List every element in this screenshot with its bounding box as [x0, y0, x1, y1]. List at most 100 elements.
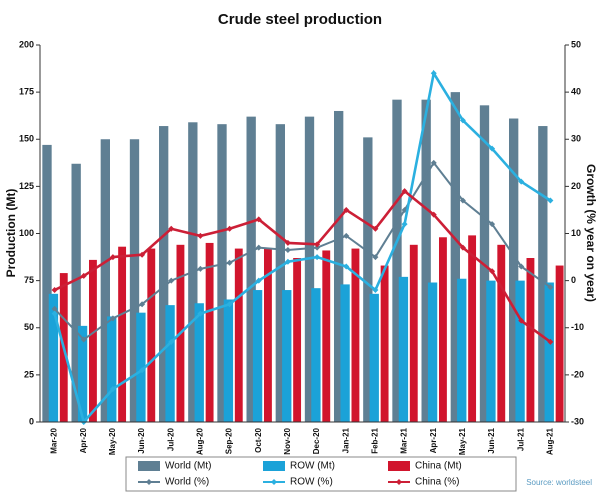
bar — [165, 305, 175, 422]
bar — [526, 258, 535, 422]
bar — [311, 288, 321, 422]
marker — [51, 305, 58, 312]
bar — [275, 124, 285, 423]
bar — [136, 312, 146, 422]
marker — [139, 251, 146, 258]
bar — [380, 265, 389, 422]
marker — [51, 287, 58, 294]
marker — [314, 241, 321, 248]
marker — [372, 225, 379, 232]
marker — [343, 206, 350, 213]
legend-marker — [271, 479, 277, 485]
marker — [139, 367, 146, 374]
bar — [304, 116, 315, 422]
marker — [547, 284, 554, 291]
legend-marker — [146, 479, 152, 485]
bar — [427, 282, 438, 422]
bar — [264, 248, 272, 422]
marker — [518, 317, 525, 324]
y2-tick-label: 50 — [571, 39, 581, 49]
marker — [197, 265, 204, 272]
bar — [450, 92, 460, 422]
y2-tick-label: -30 — [571, 416, 584, 426]
bar — [509, 118, 519, 422]
marker — [109, 315, 116, 322]
x-tick-label: Feb-21 — [371, 427, 380, 453]
marker — [401, 188, 408, 195]
y2-tick-label: 0 — [571, 275, 576, 285]
bar — [217, 124, 227, 423]
y2-tick-label: 10 — [571, 228, 581, 238]
bar — [538, 126, 548, 423]
bar — [334, 110, 344, 422]
y2-tick-label: 30 — [571, 134, 581, 144]
bar — [351, 248, 360, 422]
marker — [80, 272, 87, 279]
line — [53, 161, 551, 341]
legend-label: China (Mt) — [415, 461, 462, 472]
marker — [284, 258, 291, 265]
y-axis-title: Production (Mt) — [4, 189, 18, 278]
marker — [284, 246, 291, 253]
legend-swatch — [138, 461, 160, 471]
marker — [314, 244, 321, 251]
bar — [439, 237, 447, 422]
x-tick-label: Mar-20 — [50, 427, 59, 453]
bar — [282, 290, 292, 422]
marker — [459, 197, 466, 204]
bar — [544, 282, 554, 422]
bar — [515, 280, 525, 422]
y-tick-label: 125 — [19, 181, 34, 191]
x-tick-label: May-20 — [108, 427, 117, 455]
chart-title: Crude steel production — [218, 11, 382, 28]
marker — [168, 225, 175, 232]
bar — [234, 248, 243, 422]
legend-box — [125, 456, 517, 492]
x-tick-label: Aug-20 — [196, 427, 205, 455]
marker — [430, 159, 437, 166]
marker — [284, 239, 291, 246]
bar — [252, 290, 263, 422]
marker — [547, 197, 554, 204]
marker — [109, 254, 116, 261]
bar — [194, 303, 204, 422]
bar — [340, 284, 350, 422]
marker — [80, 336, 87, 343]
marker — [343, 232, 350, 239]
y2-tick-label: 20 — [571, 181, 581, 191]
marker — [168, 338, 175, 345]
x-tick-label: Aug-21 — [546, 427, 555, 455]
marker — [372, 287, 379, 294]
source: Source: worldsteel — [526, 478, 592, 487]
bar — [398, 276, 409, 422]
marker — [109, 386, 116, 393]
marker — [459, 244, 466, 251]
marker — [430, 70, 437, 77]
marker — [489, 221, 496, 228]
bar — [107, 316, 117, 422]
y-tick-label: 0 — [29, 416, 34, 426]
marker — [314, 254, 321, 261]
legend-label: World (Mt) — [165, 461, 211, 472]
marker — [197, 310, 204, 317]
marker — [168, 277, 175, 284]
bar — [77, 325, 88, 422]
bar — [369, 293, 379, 422]
bar — [392, 99, 402, 422]
y-tick-label: 25 — [24, 369, 34, 379]
x-tick-label: Apr-21 — [429, 427, 438, 453]
legend-label: World (%) — [165, 477, 209, 488]
marker — [139, 301, 146, 308]
marker — [372, 254, 379, 261]
line — [54, 189, 552, 343]
y-tick-label: 175 — [19, 87, 34, 97]
x-tick-label: Jan-21 — [341, 427, 350, 453]
x-tick-label: Apr-20 — [79, 427, 88, 453]
legend-label: ROW (Mt) — [290, 461, 335, 472]
bar — [118, 246, 127, 422]
x-tick-label: Nov-20 — [283, 427, 292, 454]
bar — [555, 265, 564, 422]
marker — [226, 225, 233, 232]
marker — [401, 221, 408, 228]
